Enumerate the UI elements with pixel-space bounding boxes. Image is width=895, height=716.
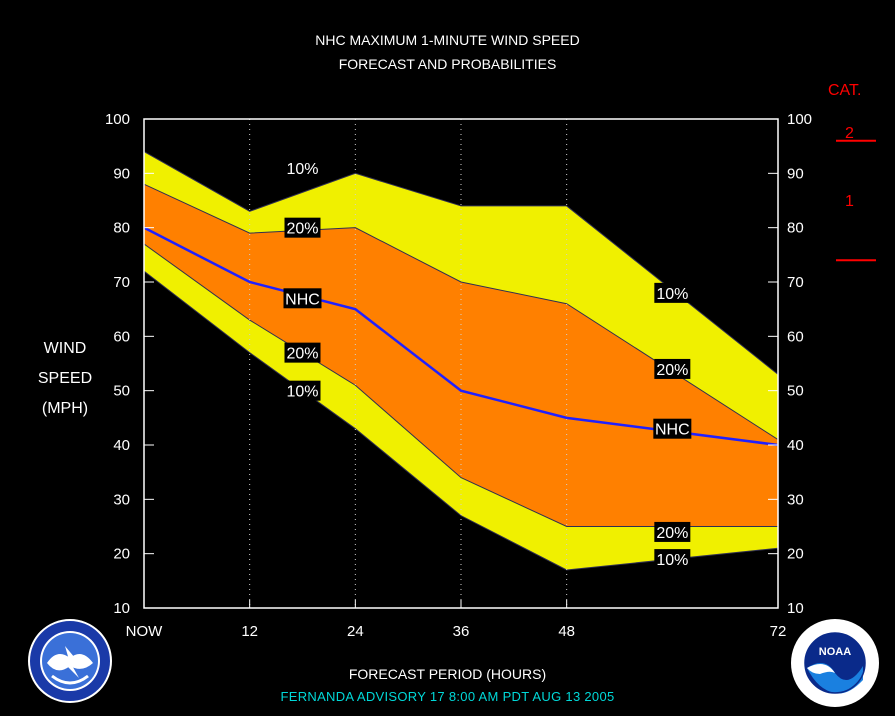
ytick-label-left: 70 <box>113 274 130 291</box>
boundary-lower_20 <box>143 243 778 527</box>
band-label: NHC <box>655 422 690 439</box>
band-label: NHC <box>285 291 320 308</box>
xaxis-title: FORECAST PERIOD (HOURS) <box>348 666 547 682</box>
band-20-percent <box>144 184 778 527</box>
band-label-box <box>653 418 692 439</box>
boundary-lower_10 <box>143 270 779 571</box>
band-label-box <box>284 157 321 178</box>
ytick-label-left: 10 <box>113 600 130 617</box>
ytick-label-right: 100 <box>787 111 812 128</box>
noaa-logo: NOAA <box>791 619 879 707</box>
band-label-box <box>283 288 322 309</box>
ytick-label-right: 70 <box>787 274 804 291</box>
category-2-label: 2 <box>845 125 854 142</box>
band-label: 20% <box>656 362 688 379</box>
ylabel-line3: (MPH) <box>41 400 89 417</box>
band-label-box <box>284 342 321 363</box>
ytick-label-right: 60 <box>787 328 804 345</box>
ytick-label-left: 100 <box>105 111 130 128</box>
ytick-label-right: 20 <box>787 546 804 563</box>
band-label-box <box>654 549 691 570</box>
ytick-label-left: 90 <box>113 165 130 182</box>
ylabel-line1: WIND <box>43 340 87 357</box>
band-label: 10% <box>656 286 688 303</box>
boundary-upper_20 <box>143 183 779 440</box>
xtick-label: 24 <box>347 623 364 640</box>
ytick-label-right: 40 <box>787 437 804 454</box>
xtick-label: 48 <box>558 623 575 640</box>
ytick-label-left: 50 <box>113 383 130 400</box>
band-label-box <box>284 217 321 238</box>
band-label: 10% <box>656 552 688 569</box>
ytick-label-right: 10 <box>787 600 804 617</box>
advisory-line: FERNANDA ADVISORY 17 8:00 AM PDT AUG 13 … <box>280 689 615 704</box>
ytick-label-left: 30 <box>113 491 130 508</box>
ytick-label-right: 50 <box>787 383 804 400</box>
nws-logo <box>28 619 112 703</box>
boundary-upper_10 <box>143 151 779 375</box>
ytick-label-left: 40 <box>113 437 130 454</box>
xtick-label: 36 <box>453 623 470 640</box>
ylabel-line2: SPEED <box>37 370 93 387</box>
band-label: 20% <box>656 525 688 542</box>
band-label: 20% <box>286 346 318 363</box>
band-label: 10% <box>286 384 318 401</box>
nhc-forecast-line <box>143 226 779 447</box>
ytick-label-left: 80 <box>113 220 130 237</box>
category-1-label: 1 <box>845 193 854 210</box>
ytick-label-right: 90 <box>787 165 804 182</box>
ytick-label-right: 80 <box>787 220 804 237</box>
ytick-label-left: 20 <box>113 546 130 563</box>
band-label: 20% <box>286 221 318 238</box>
category-label: CAT. <box>828 82 862 99</box>
band-label-box <box>654 358 691 379</box>
band-label-box <box>284 380 321 401</box>
chart-title-line1: NHC MAXIMUM 1-MINUTE WIND SPEED <box>315 32 580 48</box>
band-label-box <box>654 521 691 542</box>
svg-text:NOAA: NOAA <box>819 646 851 658</box>
xtick-label: NOW <box>126 623 164 640</box>
ytick-label-right: 30 <box>787 491 804 508</box>
xtick-label: 12 <box>241 623 258 640</box>
band-label-box <box>654 282 691 303</box>
xtick-label: 72 <box>770 623 787 640</box>
band-label: 10% <box>286 161 318 178</box>
ytick-label-left: 60 <box>113 328 130 345</box>
chart-title-line2: FORECAST AND PROBABILITIES <box>338 56 557 72</box>
